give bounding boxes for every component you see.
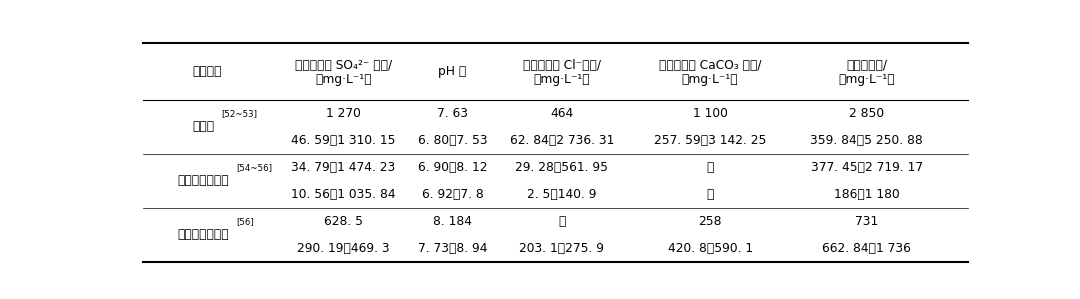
- Text: 7. 63: 7. 63: [437, 107, 468, 120]
- Text: 总溶解固体/: 总溶解固体/: [847, 59, 888, 72]
- Text: 46. 59～1 310. 15: 46. 59～1 310. 15: [291, 134, 395, 147]
- Text: 203. 1～275. 9: 203. 1～275. 9: [519, 242, 605, 254]
- Text: 10. 56～1 035. 84: 10. 56～1 035. 84: [291, 187, 395, 201]
- Text: －: －: [706, 161, 714, 174]
- Text: 34. 79～1 474. 23: 34. 79～1 474. 23: [292, 161, 395, 174]
- Text: 6. 92～7. 8: 6. 92～7. 8: [421, 187, 484, 201]
- Text: 7. 73～8. 94: 7. 73～8. 94: [418, 242, 487, 254]
- Text: 氯化物（以 Cl⁻计）/: 氯化物（以 Cl⁻计）/: [523, 59, 600, 72]
- Text: （mg·L⁻¹）: （mg·L⁻¹）: [315, 73, 372, 86]
- Text: 总硬度（以 CaCO₃ 计）/: 总硬度（以 CaCO₃ 计）/: [659, 59, 761, 72]
- Text: 8. 184: 8. 184: [433, 215, 472, 228]
- Text: 29. 28～561. 95: 29. 28～561. 95: [515, 161, 608, 174]
- Text: 359. 84～5 250. 88: 359. 84～5 250. 88: [810, 134, 923, 147]
- Text: 628. 5: 628. 5: [324, 215, 363, 228]
- Text: 高硫酸盐地表水: 高硫酸盐地表水: [177, 174, 229, 187]
- Text: （mg·L⁻¹）: （mg·L⁻¹）: [838, 73, 895, 86]
- Text: 377. 45～2 719. 17: 377. 45～2 719. 17: [811, 161, 923, 174]
- Text: 苦咸水: 苦咸水: [192, 120, 214, 133]
- Text: [56]: [56]: [237, 217, 254, 226]
- Text: 731: 731: [855, 215, 878, 228]
- Text: 257. 59～3 142. 25: 257. 59～3 142. 25: [654, 134, 767, 147]
- Text: 6. 90～8. 12: 6. 90～8. 12: [418, 161, 487, 174]
- Text: [52~53]: [52~53]: [221, 109, 257, 118]
- Text: 2. 5～140. 9: 2. 5～140. 9: [527, 187, 596, 201]
- Text: 高硫酸盐地下水: 高硫酸盐地下水: [177, 228, 229, 241]
- Text: 420. 8～590. 1: 420. 8～590. 1: [667, 242, 753, 254]
- Text: －: －: [558, 215, 566, 228]
- Text: 6. 80～7. 53: 6. 80～7. 53: [418, 134, 487, 147]
- Text: －: －: [706, 187, 714, 201]
- Text: 258: 258: [699, 215, 721, 228]
- Text: [54~56]: [54~56]: [237, 164, 272, 173]
- Text: 2 850: 2 850: [849, 107, 885, 120]
- Text: 662. 84～1 736: 662. 84～1 736: [822, 242, 912, 254]
- Text: （mg·L⁻¹）: （mg·L⁻¹）: [534, 73, 590, 86]
- Text: 硫酸盐（以 SO₄²⁻ 计）/: 硫酸盐（以 SO₄²⁻ 计）/: [295, 59, 392, 72]
- Text: （mg·L⁻¹）: （mg·L⁻¹）: [681, 73, 739, 86]
- Text: 186～1 180: 186～1 180: [834, 187, 900, 201]
- Text: 水源类型: 水源类型: [192, 65, 222, 78]
- Text: 1 100: 1 100: [692, 107, 728, 120]
- Text: 62. 84～2 736. 31: 62. 84～2 736. 31: [510, 134, 613, 147]
- Text: 464: 464: [550, 107, 573, 120]
- Text: 290. 19～469. 3: 290. 19～469. 3: [297, 242, 390, 254]
- Text: pH 值: pH 值: [438, 65, 467, 78]
- Text: 1 270: 1 270: [326, 107, 361, 120]
